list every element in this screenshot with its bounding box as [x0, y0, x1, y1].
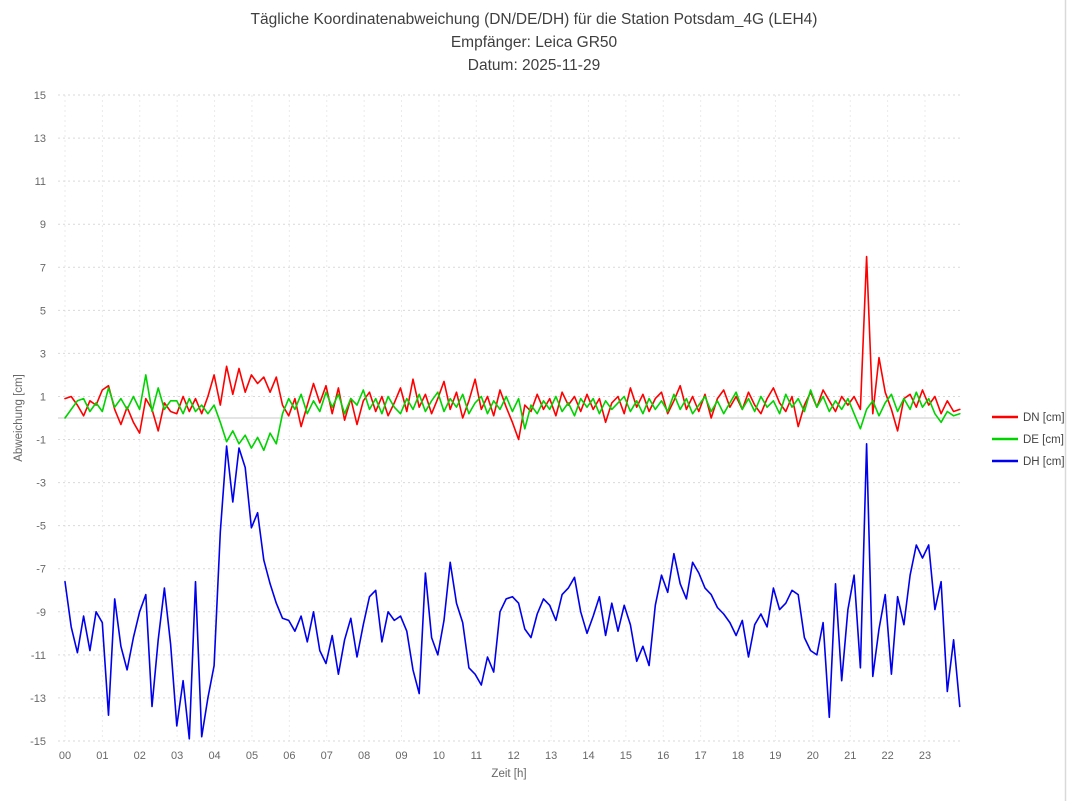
- x-tick-label: 14: [582, 750, 594, 762]
- x-tick-label: 08: [358, 750, 370, 762]
- y-tick-label: 3: [40, 348, 46, 360]
- x-tick-label: 21: [844, 750, 856, 762]
- x-tick-label: 00: [59, 750, 71, 762]
- x-tick-label: 01: [96, 750, 108, 762]
- y-tick-label: -7: [36, 564, 46, 576]
- y-tick-label: -1: [36, 435, 46, 447]
- x-tick-label: 15: [620, 750, 632, 762]
- x-tick-label: 20: [807, 750, 819, 762]
- x-tick-label: 23: [919, 750, 931, 762]
- x-tick-label: 09: [395, 750, 407, 762]
- legend-label-dn: DN [cm]: [1023, 412, 1065, 424]
- y-tick-label: 13: [34, 133, 46, 145]
- x-tick-label: 16: [657, 750, 669, 762]
- legend-label-de: DE [cm]: [1023, 434, 1064, 446]
- series-line-de: [64, 374, 961, 452]
- x-tick-label: 03: [171, 750, 183, 762]
- y-tick-label: 11: [35, 176, 46, 188]
- x-tick-label: 18: [732, 750, 744, 762]
- x-tick-label: 10: [433, 750, 445, 762]
- chart-subtitle-receiver: Empfänger: Leica GR50: [450, 34, 618, 51]
- y-tick-label: -9: [36, 607, 46, 619]
- y-tick-label: -15: [30, 736, 46, 748]
- y-tick-label: -13: [30, 693, 46, 705]
- y-tick-label: -5: [36, 521, 46, 533]
- y-tick-label: -11: [31, 650, 46, 662]
- x-tick-label: 19: [769, 750, 781, 762]
- x-tick-label: 02: [134, 750, 146, 762]
- x-tick-label: 07: [321, 750, 333, 762]
- y-tick-label: 5: [40, 305, 46, 317]
- y-tick-label: 7: [40, 262, 46, 274]
- y-tick-label: 15: [34, 90, 46, 102]
- x-axis-label: Zeit [h]: [491, 768, 526, 780]
- chart-subtitle-date: Datum: 2025-11-29: [467, 57, 601, 74]
- y-tick-label: -3: [36, 478, 46, 490]
- y-axis-label: Abweichung [cm]: [13, 374, 25, 462]
- x-tick-label: 13: [545, 750, 557, 762]
- y-tick-label: 1: [40, 391, 46, 403]
- chart-title: Tägliche Koordinatenabweichung (DN/DE/DH…: [250, 11, 818, 28]
- x-tick-label: 17: [695, 750, 707, 762]
- y-tick-label: 9: [40, 219, 46, 231]
- legend-label-dh: DH [cm]: [1023, 456, 1065, 468]
- x-tick-label: 05: [246, 750, 258, 762]
- x-tick-label: 06: [283, 750, 295, 762]
- x-tick-label: 12: [508, 750, 520, 762]
- x-tick-label: 11: [471, 750, 482, 762]
- series-line-dh: [64, 442, 961, 740]
- x-tick-label: 04: [208, 750, 220, 762]
- x-tick-label: 22: [881, 750, 893, 762]
